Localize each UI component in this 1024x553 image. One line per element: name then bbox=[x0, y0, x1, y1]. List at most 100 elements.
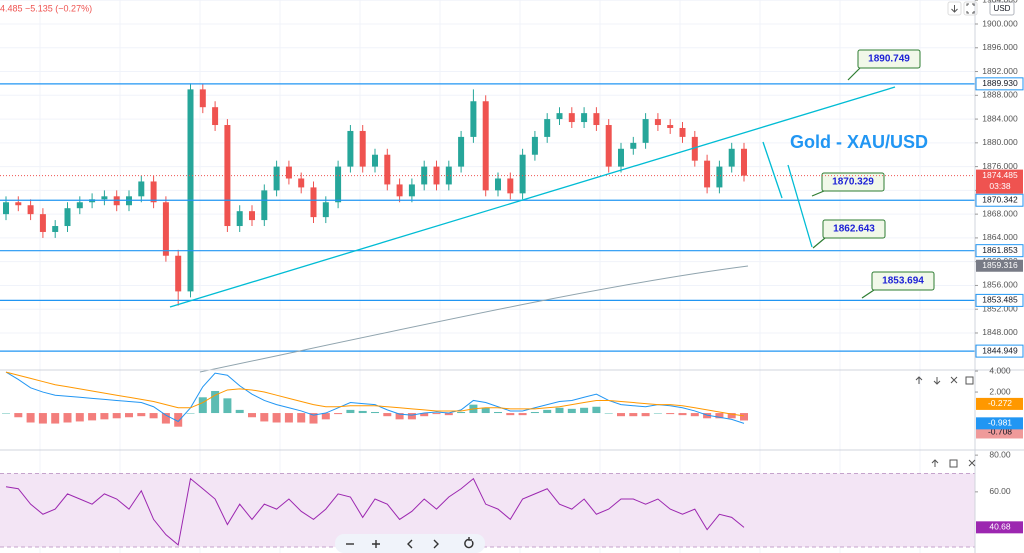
icon bbox=[951, 5, 958, 13]
y-tick-label: 1852.000 bbox=[982, 303, 1018, 313]
annotation-arrow bbox=[811, 190, 825, 197]
candle-body bbox=[15, 202, 22, 206]
axis-labels: 1848.0001852.0001856.0001860.0001864.000… bbox=[975, 0, 1024, 534]
histogram-bar bbox=[309, 413, 318, 424]
histogram-bar bbox=[383, 413, 392, 417]
histogram-bar bbox=[494, 411, 502, 414]
histogram-bar bbox=[432, 413, 441, 415]
icon[interactable] bbox=[931, 459, 976, 467]
histogram-bar bbox=[284, 413, 293, 423]
histogram-bar bbox=[715, 413, 724, 419]
projection-line bbox=[762, 141, 783, 199]
candle-body bbox=[138, 181, 145, 197]
histogram-bar bbox=[703, 413, 712, 419]
maximize-button[interactable] bbox=[963, 1, 978, 16]
price-label: 1861.853 bbox=[982, 245, 1018, 255]
annotation-box bbox=[821, 172, 885, 192]
candle-body bbox=[679, 127, 686, 137]
candle-body bbox=[507, 178, 514, 194]
down-button[interactable] bbox=[947, 1, 962, 16]
candle-body bbox=[76, 202, 83, 209]
annotation-text: 1853.694 bbox=[882, 276, 924, 287]
icon[interactable] bbox=[949, 459, 958, 468]
marks: 1890.749 1870.329 1862.643 1853.694 bbox=[0, 49, 975, 546]
histogram-bar bbox=[198, 397, 207, 414]
annotation-arrow bbox=[861, 289, 875, 299]
histogram-bar bbox=[727, 413, 736, 419]
y-tick-label: 2.000 bbox=[989, 386, 1011, 396]
candle-body bbox=[150, 181, 157, 203]
price-label-bg bbox=[975, 293, 1024, 307]
candle-body bbox=[691, 136, 698, 161]
y-tick-label: 60.00 bbox=[989, 486, 1011, 496]
reset[interactable] bbox=[464, 537, 474, 549]
candle-body bbox=[335, 166, 342, 203]
histogram-bar bbox=[260, 413, 269, 422]
histogram-bar bbox=[506, 413, 515, 416]
candle-body bbox=[175, 255, 182, 292]
histogram-bar bbox=[174, 413, 183, 427]
histogram-bar bbox=[371, 411, 379, 414]
annotation-text: 1890.749 bbox=[868, 54, 910, 65]
price-label: -0.981 bbox=[988, 418, 1012, 428]
quote: 4.485 −5.135 (−0.27%) bbox=[0, 3, 92, 13]
icon[interactable] bbox=[915, 376, 958, 385]
histogram-bar bbox=[740, 413, 748, 421]
currency-button[interactable] bbox=[989, 1, 1015, 16]
candle-body bbox=[482, 101, 489, 191]
y-tick-label: 1892.000 bbox=[982, 66, 1018, 76]
candle-body bbox=[285, 166, 292, 179]
candle-body bbox=[187, 89, 194, 292]
candle-body bbox=[716, 166, 723, 188]
candle-body bbox=[39, 214, 46, 232]
histogram-bar bbox=[346, 409, 355, 414]
price-label-bg bbox=[976, 417, 1023, 430]
price-label: -0.272 bbox=[988, 398, 1012, 408]
control-bar bbox=[335, 534, 485, 553]
price-label-bg bbox=[976, 259, 1023, 272]
indicator-line bbox=[5, 371, 745, 424]
histogram-bar bbox=[321, 413, 330, 420]
histogram-bar bbox=[420, 413, 429, 417]
candle-body bbox=[199, 89, 206, 108]
histogram-bar bbox=[555, 407, 564, 414]
candle-body bbox=[359, 130, 366, 167]
candle-body bbox=[212, 107, 219, 126]
annotation-box bbox=[857, 49, 921, 69]
chart-title: Gold - XAU/USD bbox=[790, 132, 928, 152]
histogram-bar bbox=[112, 413, 121, 419]
histogram-bar bbox=[666, 413, 675, 415]
candle-body bbox=[605, 125, 612, 167]
price-label-bg bbox=[976, 397, 1023, 410]
histogram-bar bbox=[543, 409, 552, 414]
price-label: 1870.342 bbox=[982, 194, 1018, 204]
last-price-bg bbox=[976, 169, 1023, 194]
histogram-bar bbox=[690, 413, 699, 417]
candle-body bbox=[458, 136, 465, 167]
scroll-left[interactable] bbox=[407, 539, 413, 549]
zoom-in[interactable] bbox=[372, 540, 380, 548]
candle-body bbox=[568, 113, 575, 123]
histogram-bar bbox=[530, 411, 539, 414]
candle-body bbox=[470, 101, 477, 137]
y-tick-label: 1904.000 bbox=[982, 0, 1018, 4]
y-tick-label: 1848.000 bbox=[982, 327, 1018, 337]
countdown: 03:38 bbox=[989, 181, 1011, 191]
candle-body bbox=[101, 196, 108, 200]
candle-body bbox=[556, 113, 563, 120]
candle-body bbox=[396, 184, 403, 197]
icon[interactable] bbox=[965, 376, 974, 385]
histogram-bar bbox=[395, 413, 404, 420]
histogram-bar bbox=[137, 413, 146, 417]
histogram-bar bbox=[641, 413, 650, 417]
price-label-bg bbox=[975, 244, 1024, 258]
price-label-bg bbox=[975, 344, 1024, 358]
y-tick-label: 1884.000 bbox=[982, 113, 1018, 123]
scroll-right[interactable] bbox=[433, 539, 439, 549]
y-tick-label: 1868.000 bbox=[982, 208, 1018, 218]
candle-body bbox=[224, 125, 231, 227]
histogram-bar bbox=[358, 410, 367, 414]
histogram-bar bbox=[457, 411, 466, 414]
histogram-bar bbox=[653, 413, 662, 414]
